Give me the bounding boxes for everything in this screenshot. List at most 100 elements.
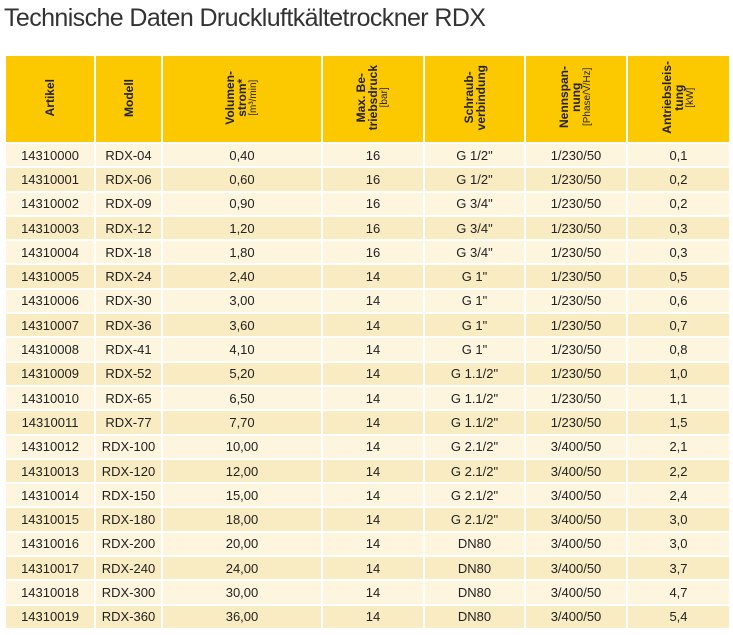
header-line: triebsdruck [366,64,380,131]
table-cell: 16 [321,166,425,193]
table-cell: 0,5 [626,263,731,290]
table-cell: 1/230/50 [524,287,628,315]
table-cell: 1/230/50 [524,214,628,242]
table-cell: 18,00 [161,506,323,533]
table-row: 14310004 RDX-18 1,80 16 G 3/4" 1/230/50 0,3 [4,239,731,266]
table-cell: G 1.1/2" [423,384,526,412]
table-cell: RDX-150 [94,482,163,509]
header-line: Schraub- [461,71,476,124]
table-cell: 14 [321,482,425,509]
table-cell: 10,00 [161,433,323,460]
table-cell: 1,20 [161,214,323,242]
table-cell: 4,10 [161,336,323,363]
table-cell: 0,60 [161,166,323,193]
table-cell: 14 [321,384,425,412]
table-row: 14310017 RDX-240 24,00 14 DN80 3/400/50 3,7 [4,555,731,582]
table-cell: RDX-12 [94,214,163,242]
header-label: Artikel [43,78,57,117]
table-cell: RDX-120 [94,457,163,485]
header-label: Antriebsleis-tung [kW] [660,61,697,134]
table-cell: 1,0 [626,360,731,387]
table-cell: RDX-41 [94,336,163,363]
table-cell: 1/230/50 [524,336,628,363]
table-row: 14310001 RDX-06 0,60 16 G 1/2" 1/230/50 0,2 [4,166,731,193]
table-cell: DN80 [423,603,526,630]
table-cell: 4,7 [626,579,731,606]
table-cell: 14 [321,506,425,533]
table-cell: 16 [321,239,425,266]
table-cell: 1/230/50 [524,360,628,387]
header-cell: Nennspan-nung [Phase/V/Hz] [524,54,628,144]
header-line: tung [671,84,686,111]
table-cell: RDX-18 [94,239,163,266]
table-cell: 5,20 [161,360,323,387]
header-label: Max. Be-triebsdruck [bar] [354,64,391,131]
table-cell: 14310013 [4,457,96,485]
table-cell: 14310002 [4,190,96,217]
table-cell: 24,00 [161,555,323,582]
table-row: 14310007 RDX-36 3,60 14 G 1" 1/230/50 0,7 [4,312,731,339]
table-cell: 3/400/50 [524,530,628,558]
table-cell: 0,40 [161,141,323,169]
table-cell: 3/400/50 [524,603,628,630]
table-cell: 3,00 [161,287,323,315]
table-cell: 3,0 [626,530,731,558]
table-cell: 0,8 [626,336,731,363]
header-label: Volumen-strom* [m³/min] [223,71,260,125]
table-cell: 1/230/50 [524,263,628,290]
table-cell: 14310009 [4,360,96,387]
table-cell: 3/400/50 [524,457,628,485]
table-cell: DN80 [423,555,526,582]
table-row: 14310010 RDX-65 6,50 14 G 1.1/2" 1/230/50 1,1 [4,384,731,412]
table-cell: 14310014 [4,482,96,509]
table-cell: 16 [321,214,425,242]
table-cell: 14 [321,336,425,363]
table-row: 14310019 RDX-360 36,00 14 DN80 3/400/50 5,4 [4,603,731,630]
table-cell: 14 [321,409,425,436]
header-cell: Schraub-verbindung [423,54,526,144]
header-label: Modell [122,79,136,117]
table-cell: 1,80 [161,239,323,266]
table-cell: 36,00 [161,603,323,630]
table-row: 14310005 RDX-24 2,40 14 G 1" 1/230/50 0,5 [4,263,731,290]
table-row: 14310018 RDX-300 30,00 14 DN80 3/400/50 4,7 [4,579,731,606]
table-cell: 14310019 [4,603,96,630]
table-cell: 3/400/50 [524,555,628,582]
table-cell: 14 [321,457,425,485]
table-cell: RDX-180 [94,506,163,533]
table-cell: 14 [321,530,425,558]
table-cell: 3/400/50 [524,433,628,460]
table-cell: 14310016 [4,530,96,558]
title: Technische Daten Druckluftkältetrockner … [4,4,486,32]
table-cell: G 3/4" [423,190,526,217]
table-row: 14310006 RDX-30 3,00 14 G 1" 1/230/50 0,6 [4,287,731,315]
table-cell: 14 [321,433,425,460]
table-row: 14310009 RDX-52 5,20 14 G 1.1/2" 1/230/50 1,0 [4,360,731,387]
table-cell: 1,1 [626,384,731,412]
table-cell: 1/230/50 [524,166,628,193]
table-row: 14310014 RDX-150 15,00 14 G 2.1/2" 3/400/50 2,… [4,482,731,509]
table-body: 14310000 RDX-04 0,40 16 G 1/2" 1/230/50 0,1 143… [4,141,731,630]
header-line: Artikel [43,78,57,117]
table-row: 14310012 RDX-100 10,00 14 G 2.1/2" 3/400/50 2,… [4,433,731,460]
table-cell: RDX-360 [94,603,163,630]
header-line: nung [569,82,583,113]
table-cell: 14 [321,360,425,387]
table-cell: 2,4 [626,482,731,509]
table-cell: 7,70 [161,409,323,436]
data-table: Artikel Modell Volumen-strom* [m³/min] Max. … [4,54,731,630]
table-cell: G 1/2" [423,141,526,169]
table-cell: 14310018 [4,579,96,606]
table-row: 14310003 RDX-12 1,20 16 G 3/4" 1/230/50 0,3 [4,214,731,242]
header-cell: Artikel [4,54,96,144]
table-cell: G 3/4" [423,214,526,242]
table-cell: 14310004 [4,239,96,266]
table-cell: 1/230/50 [524,312,628,339]
table-cell: 3/400/50 [524,506,628,533]
table-cell: 0,1 [626,141,731,169]
table-row: 14310008 RDX-41 4,10 14 G 1" 1/230/50 0,8 [4,336,731,363]
header-row: Artikel Modell Volumen-strom* [m³/min] Max. … [4,54,731,144]
table-row: 14310013 RDX-120 12,00 14 G 2.1/2" 3/400/50 2,… [4,457,731,485]
table-cell: 0,7 [626,312,731,339]
table-cell: 14 [321,579,425,606]
